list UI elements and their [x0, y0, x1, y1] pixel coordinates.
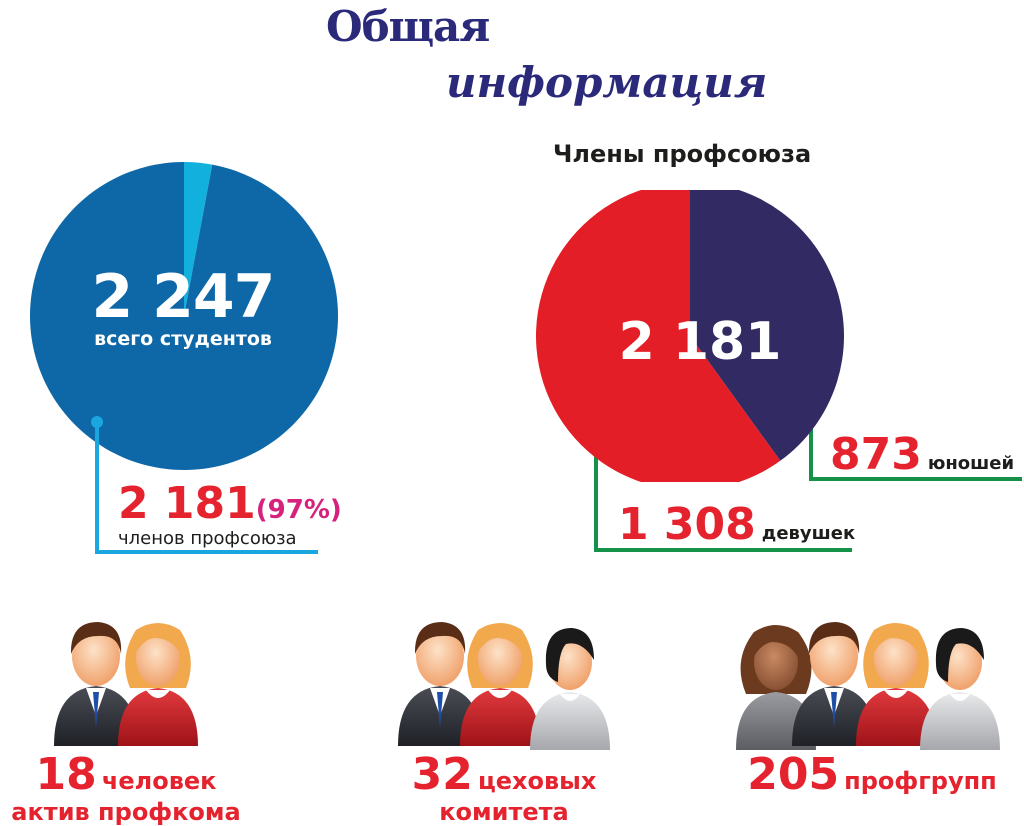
group-profcom-text: человек	[101, 767, 217, 795]
members-pie-chart	[536, 190, 844, 482]
group-profgroups-value: 205	[747, 749, 840, 800]
pie-slice-boys	[690, 190, 844, 461]
group-profgroups-text: профгрупп	[844, 767, 997, 795]
group-committees-label: 32 цеховых комитета	[394, 752, 614, 826]
members-value: 2 181	[118, 478, 256, 529]
group-committees-text2: комитета	[439, 798, 569, 826]
boys-value: 873	[830, 429, 922, 480]
three-people-icon	[398, 622, 610, 750]
members-label: членов профсоюза	[118, 528, 297, 549]
group-profcom-value: 18	[35, 749, 97, 800]
two-people-icon	[54, 622, 198, 746]
boys-callout: 873 юношей	[830, 430, 1014, 480]
members-total-value: 2 181	[618, 312, 782, 372]
students-pie-chart	[29, 162, 338, 470]
group-profgroups-label: 205 профгрупп	[722, 752, 1022, 798]
group-profcom-label: 18 человек актив профкома	[0, 752, 252, 826]
students-callout: 2 181(97%)	[118, 482, 342, 526]
students-callout-line	[91, 416, 318, 554]
girls-label: девушек	[761, 523, 856, 544]
members-percent: (97%)	[255, 495, 342, 525]
four-people-icon	[736, 622, 1000, 750]
group-profcom-text2: актив профкома	[11, 798, 241, 826]
page-title-line1: Общая	[326, 2, 490, 51]
people-icons	[54, 622, 1000, 750]
pie-slice-non-members	[184, 162, 213, 316]
pie-slice-members	[29, 162, 338, 470]
group-committees-text: цеховых	[477, 767, 597, 795]
pie-slice-girls	[536, 190, 781, 482]
group-committees-value: 32	[411, 749, 473, 800]
girls-callout: 1 308 девушек	[618, 500, 855, 550]
boys-label: юношей	[927, 453, 1015, 474]
members-chart-title: Члены профсоюза	[553, 140, 812, 168]
students-pie-center: 2 247 всего студентов	[58, 266, 308, 350]
page-title-line2: информация	[446, 58, 768, 107]
girls-value: 1 308	[618, 499, 756, 550]
students-total-label: всего студентов	[94, 328, 272, 350]
students-total-value: 2 247	[91, 262, 276, 332]
